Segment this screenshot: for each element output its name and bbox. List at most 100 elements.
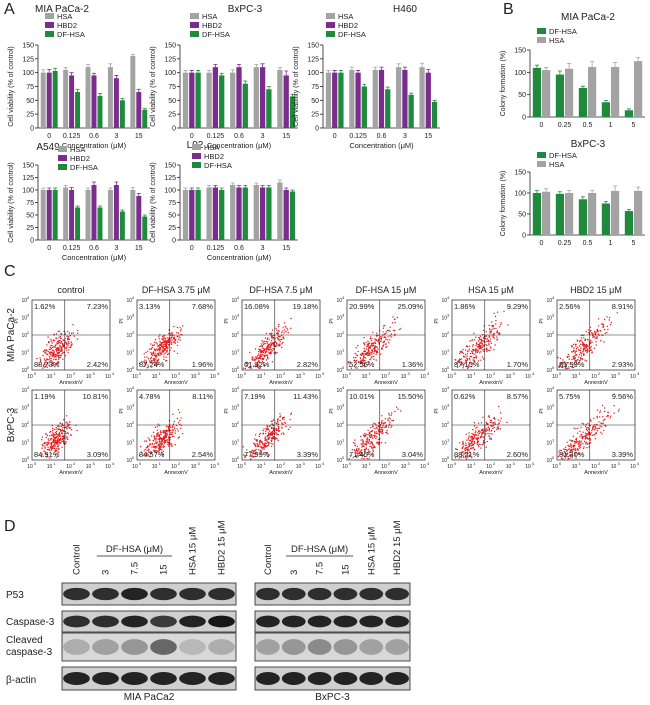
cell-dot: [366, 438, 368, 440]
cell-dot: [159, 440, 161, 442]
cell-dot: [488, 344, 490, 346]
cell-dot: [55, 355, 57, 357]
cell-dot: [563, 448, 565, 450]
quadrant-percent: 7.19%: [244, 392, 266, 401]
cell-dot: [381, 420, 383, 422]
cell-dot: [177, 409, 180, 411]
cell-dot: [163, 444, 165, 446]
cell-dot: [369, 354, 371, 356]
cell-dot: [58, 330, 61, 332]
cell-dot: [375, 426, 378, 428]
cell-dot: [489, 340, 491, 343]
y-axis-label: Colony formation (%): [500, 171, 507, 237]
cell-dot: [145, 455, 147, 457]
panel-label: C: [4, 263, 16, 280]
cell-dot: [375, 353, 377, 355]
cell-dot: [161, 338, 163, 340]
cell-dot: [572, 440, 574, 442]
cell-dot: [281, 346, 283, 349]
cell-dot: [472, 443, 474, 445]
cell-dot: [382, 425, 384, 427]
cell-dot: [259, 361, 261, 364]
error-bar: [402, 66, 407, 70]
cell-dot: [391, 412, 393, 414]
cell-dot: [354, 444, 356, 446]
y-tick-label: 125: [164, 175, 176, 182]
cell-dot: [355, 456, 357, 458]
cell-dot: [282, 432, 284, 434]
bar: [355, 72, 361, 128]
cell-dot: [491, 321, 493, 323]
blot-band: [256, 587, 280, 601]
row-label: BxPC-3: [6, 407, 17, 442]
y-tick-exponent: 1: [27, 438, 30, 443]
y-tick-exponent: 2: [132, 420, 135, 425]
error-bar: [332, 70, 337, 73]
cell-dot: [383, 341, 386, 343]
x-tick-exponent: 1: [579, 461, 582, 466]
x-tick-exponent: 2: [493, 371, 496, 376]
legend-label: DF-HSA: [204, 161, 232, 170]
cell-dot: [477, 360, 480, 362]
cell-dot: [482, 439, 485, 442]
y-tick-exponent: 2: [237, 330, 240, 335]
cell-dot: [601, 426, 603, 428]
cell-dot: [256, 440, 259, 442]
cell-dot: [369, 338, 372, 340]
cell-dot: [473, 332, 475, 334]
cell-dot: [262, 433, 264, 435]
y-tick-exponent: 2: [447, 330, 450, 335]
cell-dot: [155, 352, 157, 354]
cell-dot: [466, 357, 468, 359]
x-tick-exponent: 3: [198, 461, 201, 466]
cell-dot: [608, 317, 611, 319]
cell-dot: [569, 439, 571, 441]
cell-dot: [477, 437, 480, 440]
bar: [63, 187, 69, 240]
legend-label: HSA: [549, 160, 564, 169]
y-tick-label: 150: [514, 170, 526, 177]
cell-dot: [48, 356, 51, 358]
cell-dot: [476, 442, 478, 444]
blot-band: [359, 639, 384, 655]
cell-dot: [575, 361, 577, 363]
cell-dot: [275, 437, 277, 439]
cell-dot: [581, 341, 583, 343]
cell-dot: [266, 343, 268, 345]
cell-dot: [159, 431, 162, 433]
cell-dot: [564, 457, 566, 459]
cell-dot: [375, 359, 377, 361]
cell-dot: [363, 336, 365, 339]
y-tick-label: 150: [514, 48, 526, 55]
cell-dot: [372, 447, 374, 449]
cell-dot: [145, 360, 148, 362]
cell-dot: [563, 454, 565, 456]
cell-dot: [261, 345, 264, 347]
cell-dot: [567, 444, 569, 447]
cell-dot: [259, 355, 261, 357]
cell-dot: [507, 324, 509, 326]
cell-dot: [147, 451, 150, 453]
cell-dot: [280, 415, 282, 417]
cell-dot: [380, 353, 382, 355]
cell-dot: [276, 329, 278, 331]
cell-dot: [466, 448, 469, 450]
cell-dot: [52, 364, 54, 367]
quadrant-percent: 85.59%: [559, 360, 585, 369]
cell-dot: [391, 419, 393, 422]
error-bar: [379, 66, 384, 70]
cell-dot: [466, 454, 468, 456]
cell-dot: [41, 439, 43, 441]
cell-dot: [363, 352, 365, 355]
y-tick-label: 25: [311, 112, 319, 119]
cell-dot: [599, 329, 602, 332]
cell-dot: [287, 428, 290, 431]
cell-dot: [166, 342, 168, 344]
x-tick-base: 10: [276, 464, 282, 470]
cell-dot: [494, 421, 496, 423]
cell-dot: [596, 409, 599, 411]
cell-dot: [176, 344, 179, 347]
cell-dot: [52, 434, 54, 436]
cell-dot: [353, 359, 355, 362]
cell-dot: [570, 446, 572, 448]
